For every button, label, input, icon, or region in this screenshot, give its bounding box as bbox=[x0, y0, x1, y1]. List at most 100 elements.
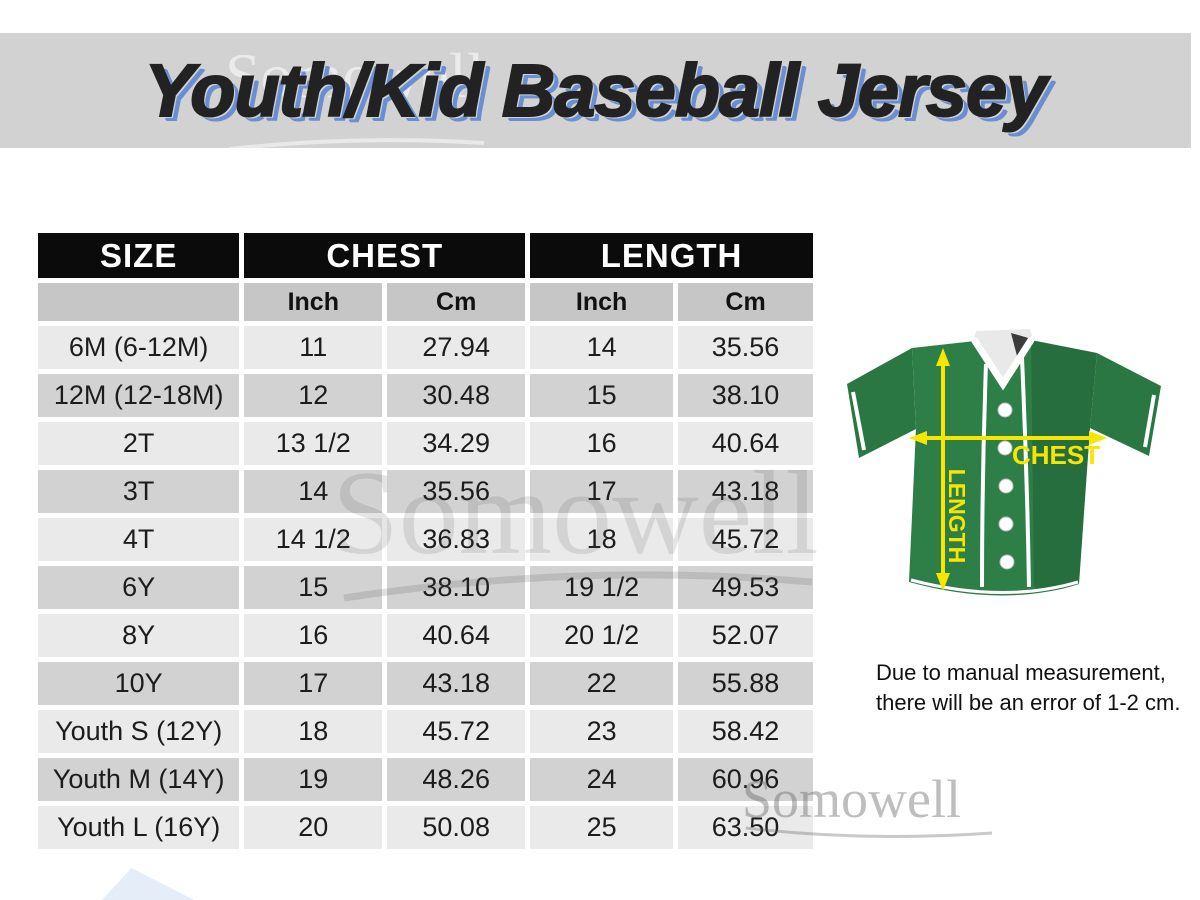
table-row: 10Y 17 43.18 22 55.88 bbox=[38, 662, 813, 705]
value-cell: 24 bbox=[530, 758, 674, 801]
value-cell: 16 bbox=[244, 614, 383, 657]
value-cell: 52.07 bbox=[678, 614, 813, 657]
jersey-right-cuff-stripe bbox=[1143, 394, 1156, 448]
jersey-collar-piping bbox=[971, 336, 1035, 391]
header-chest: CHEST bbox=[244, 233, 526, 278]
value-cell: 43.18 bbox=[678, 470, 813, 513]
size-cell: Youth S (12Y) bbox=[38, 710, 240, 753]
jersey-placket-right-stripe bbox=[1020, 357, 1031, 588]
corner-decoration bbox=[102, 868, 194, 900]
size-cell: Youth L (16Y) bbox=[38, 806, 240, 849]
subheader-length-cm: Cm bbox=[678, 283, 813, 321]
value-cell: 14 bbox=[530, 326, 674, 369]
value-cell: 34.29 bbox=[387, 422, 526, 465]
chest-label: CHEST bbox=[1012, 440, 1100, 470]
subheader-chest-inch: Inch bbox=[244, 283, 383, 321]
size-cell: 10Y bbox=[38, 662, 240, 705]
page-title: Youth/Kid Baseball Jersey bbox=[144, 49, 1049, 132]
value-cell: 22 bbox=[530, 662, 674, 705]
value-cell: 40.64 bbox=[387, 614, 526, 657]
value-cell: 17 bbox=[530, 470, 674, 513]
value-cell: 63.50 bbox=[678, 806, 813, 849]
value-cell: 18 bbox=[530, 518, 674, 561]
jersey-button bbox=[998, 516, 1014, 532]
table-row: 12M (12-18M) 12 30.48 15 38.10 bbox=[38, 374, 813, 417]
value-cell: 11 bbox=[244, 326, 383, 369]
value-cell: 25 bbox=[530, 806, 674, 849]
value-cell: 15 bbox=[244, 566, 383, 609]
chest-arrowhead-left bbox=[909, 431, 927, 445]
value-cell: 30.48 bbox=[387, 374, 526, 417]
header-size: SIZE bbox=[38, 233, 240, 278]
jersey-hem-piping bbox=[910, 578, 1079, 594]
subheader-length-inch: Inch bbox=[530, 283, 674, 321]
value-cell: 43.18 bbox=[387, 662, 526, 705]
jersey-left-cuff-stripe bbox=[851, 391, 866, 451]
length-arrowhead-top bbox=[936, 348, 950, 366]
value-cell: 14 1/2 bbox=[244, 518, 383, 561]
value-cell: 49.53 bbox=[678, 566, 813, 609]
value-cell: 16 bbox=[530, 422, 674, 465]
value-cell: 55.88 bbox=[678, 662, 813, 705]
title-banner: Somowell Youth/Kid Baseball Jersey bbox=[0, 33, 1191, 151]
header-length: LENGTH bbox=[530, 233, 813, 278]
value-cell: 45.72 bbox=[678, 518, 813, 561]
table-row: Youth M (14Y) 19 48.26 24 60.96 bbox=[38, 758, 813, 801]
subheader-chest-cm: Cm bbox=[387, 283, 526, 321]
jersey-torso bbox=[909, 340, 1097, 596]
value-cell: 20 1/2 bbox=[530, 614, 674, 657]
value-cell: 13 1/2 bbox=[244, 422, 383, 465]
table-row: Youth S (12Y) 18 45.72 23 58.42 bbox=[38, 710, 813, 753]
table-row: Youth L (16Y) 20 50.08 25 63.50 bbox=[38, 806, 813, 849]
size-cell: 3T bbox=[38, 470, 240, 513]
size-table: SIZE CHEST LENGTH Inch Cm Inch Cm 6M (6-… bbox=[33, 228, 818, 854]
value-cell: 23 bbox=[530, 710, 674, 753]
measurement-note: Due to manual measurement, there will be… bbox=[876, 658, 1180, 718]
subheader-blank bbox=[38, 283, 240, 321]
size-cell: 2T bbox=[38, 422, 240, 465]
jersey-button bbox=[998, 478, 1014, 494]
value-cell: 45.72 bbox=[387, 710, 526, 753]
chest-arrowhead-right bbox=[1089, 431, 1107, 445]
measurement-arrows bbox=[909, 348, 1107, 591]
value-cell: 19 1/2 bbox=[530, 566, 674, 609]
value-cell: 12 bbox=[244, 374, 383, 417]
jersey-left-sleeve bbox=[847, 348, 916, 458]
value-cell: 18 bbox=[244, 710, 383, 753]
size-cell: Youth M (14Y) bbox=[38, 758, 240, 801]
value-cell: 17 bbox=[244, 662, 383, 705]
value-cell: 48.26 bbox=[387, 758, 526, 801]
jersey-placket-left-stripe bbox=[980, 363, 988, 588]
value-cell: 50.08 bbox=[387, 806, 526, 849]
note-line-2: there will be an error of 1-2 cm. bbox=[876, 690, 1181, 715]
jersey-button bbox=[997, 402, 1013, 418]
length-label: LENGTH bbox=[944, 469, 970, 564]
size-cell: 12M (12-18M) bbox=[38, 374, 240, 417]
jersey-shading bbox=[1031, 340, 1097, 591]
value-cell: 14 bbox=[244, 470, 383, 513]
value-cell: 35.56 bbox=[678, 326, 813, 369]
table-subheader-row: Inch Cm Inch Cm bbox=[38, 283, 813, 321]
value-cell: 19 bbox=[244, 758, 383, 801]
jersey-collar-shadow bbox=[1011, 333, 1032, 356]
value-cell: 15 bbox=[530, 374, 674, 417]
size-cell: 6Y bbox=[38, 566, 240, 609]
table-header-row: SIZE CHEST LENGTH bbox=[38, 233, 813, 278]
table-row: 6M (6-12M) 11 27.94 14 35.56 bbox=[38, 326, 813, 369]
watermark-title: Somowell bbox=[225, 40, 485, 111]
value-cell: 38.10 bbox=[678, 374, 813, 417]
table-row: 3T 14 35.56 17 43.18 bbox=[38, 470, 813, 513]
jersey-right-sleeve bbox=[1090, 353, 1161, 456]
jersey-diagram: CHEST LENGTH bbox=[847, 329, 1161, 596]
watermark-title-swoosh bbox=[229, 138, 485, 151]
table-row: 6Y 15 38.10 19 1/2 49.53 bbox=[38, 566, 813, 609]
table-row: 8Y 16 40.64 20 1/2 52.07 bbox=[38, 614, 813, 657]
note-line-1: Due to manual measurement, bbox=[876, 660, 1166, 685]
size-cell: 6M (6-12M) bbox=[38, 326, 240, 369]
value-cell: 27.94 bbox=[387, 326, 526, 369]
table-row: 4T 14 1/2 36.83 18 45.72 bbox=[38, 518, 813, 561]
length-arrowhead-bottom bbox=[936, 573, 950, 591]
value-cell: 35.56 bbox=[387, 470, 526, 513]
jersey-button bbox=[997, 440, 1013, 456]
